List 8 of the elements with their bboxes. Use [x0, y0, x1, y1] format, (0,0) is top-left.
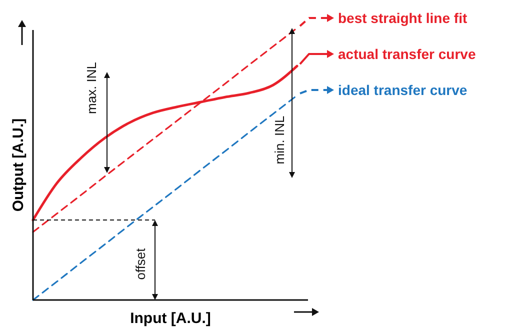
y-axis-title: Output [A.U.]: [10, 118, 27, 212]
annotation: offset: [133, 248, 148, 280]
legend-label: ideal transfer curve: [338, 82, 468, 98]
annotation: max. INL: [84, 62, 99, 114]
x-axis-title: Input [A.U.]: [130, 310, 211, 327]
legend-label: actual transfer curve: [338, 46, 476, 62]
annotation: min. INL: [272, 116, 287, 164]
legend-label: best straight line fit: [338, 10, 468, 26]
